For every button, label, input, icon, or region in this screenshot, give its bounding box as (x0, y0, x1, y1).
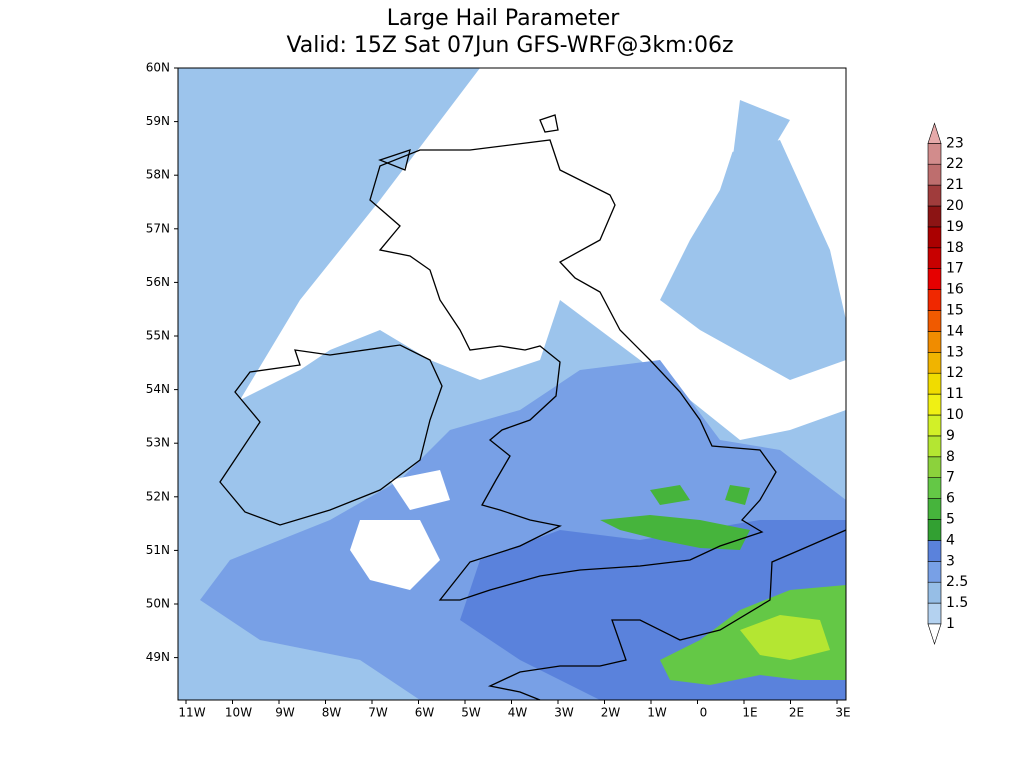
colorbar-swatch (927, 184, 942, 207)
lon-label: 3E (835, 706, 850, 720)
colorbar-swatch (927, 163, 942, 186)
colorbar-label: 13 (946, 344, 964, 360)
colorbar-label: 22 (946, 156, 964, 172)
lon-label: 11W (178, 706, 205, 720)
colorbar-swatch (927, 456, 942, 478)
coastlines (219, 114, 847, 701)
colorbar-label: 7 (946, 470, 955, 486)
colorbar-label: 23 (946, 135, 964, 151)
colorbar-swatch (927, 393, 942, 416)
lon-label: 2E (789, 706, 804, 720)
lon-label: 5W (461, 706, 481, 720)
lon-label: 6W (415, 706, 435, 720)
colorbar-label: 2.5 (946, 574, 968, 590)
colorbar-label: 6 (946, 491, 955, 507)
lat-label: 50N (146, 597, 170, 611)
lat-label: 60N (146, 61, 170, 75)
colorbar-label: 1 (946, 616, 955, 632)
colorbar-label: 18 (946, 240, 964, 256)
lat-label: 58N (146, 168, 170, 182)
lat-label: 54N (146, 382, 170, 396)
colorbar-label: 8 (946, 449, 955, 465)
field-8 (740, 615, 830, 660)
colorbar-label: 17 (946, 261, 964, 277)
lon-label: 1E (742, 706, 757, 720)
colorbar-over (927, 122, 942, 144)
colorbar-label: 21 (946, 177, 964, 193)
lon-label: 7W (368, 706, 388, 720)
colorbar-label: 14 (946, 323, 964, 339)
lat-label: 51N (146, 543, 170, 557)
lat-label: 53N (146, 436, 170, 450)
colorbar-label: 4 (946, 532, 955, 548)
field-1 (730, 100, 790, 180)
colorbar-swatch (927, 519, 942, 541)
colorbar-label: 1.5 (946, 595, 968, 611)
colorbar-swatch (927, 560, 942, 583)
lat-label: 57N (146, 221, 170, 235)
colorbar-label: 5 (946, 512, 955, 528)
colorbar-label: 9 (946, 428, 955, 444)
field-low (178, 68, 846, 320)
colorbar-label: 3 (946, 553, 955, 569)
field-4 (600, 515, 750, 550)
ticks: 60N 59N 58N 57N 56N 55N 54N 53N 52N 51N 50N 49N 11W 1… (146, 61, 851, 720)
subtitle: Valid: 15Z Sat 07Jun GFS-WRF@3km:06z (286, 33, 733, 58)
colorbar-under (927, 623, 942, 645)
lat-label: 55N (146, 329, 170, 343)
lon-label: 10W (225, 706, 252, 720)
lat-label: 56N (146, 275, 170, 289)
lon-label: 0 (700, 706, 708, 720)
colorbar-label: 19 (946, 219, 964, 235)
coastline-ireland (219, 344, 443, 526)
colorbar-swatch (927, 540, 942, 562)
colorbar-label: 12 (946, 365, 964, 381)
colorbar-swatch (927, 247, 942, 270)
field-4 (650, 485, 750, 505)
colorbar-swatch (927, 477, 942, 499)
title: Large Hail Parameter (387, 6, 621, 31)
colorbar-swatch (927, 226, 942, 249)
lon-label: 4W (508, 706, 528, 720)
colorbar: 1 1.5 2.5 3 4 5 6 7 8 9 10 11 12 13 14 15 16 17 18 19 20 21 22… (927, 122, 968, 645)
colorbar-label: 11 (946, 386, 964, 402)
colorbar-swatch (927, 205, 942, 228)
lon-label: 9W (275, 706, 295, 720)
coastline-gb (369, 139, 777, 601)
colorbar-swatch (927, 372, 942, 395)
colorbar-label: 20 (946, 198, 964, 214)
field-low (240, 68, 846, 440)
lat-label: 59N (146, 114, 170, 128)
lon-label: 8W (322, 706, 342, 720)
lon-label: 2W (601, 706, 621, 720)
colorbar-swatch (927, 331, 942, 353)
colorbar-swatch (927, 498, 942, 520)
colorbar-swatch (927, 414, 942, 437)
lon-label: 1W (647, 706, 667, 720)
colorbar-swatch (927, 143, 942, 165)
colorbar-swatch (927, 581, 942, 604)
map-field (178, 68, 846, 700)
colorbar-swatch (927, 289, 942, 311)
colorbar-swatch (927, 310, 942, 332)
colorbar-label: 16 (946, 282, 964, 298)
colorbar-swatch (927, 435, 942, 458)
colorbar-swatch (927, 351, 942, 374)
field-low (350, 470, 450, 590)
coastline-islands (378, 114, 559, 171)
colorbar-swatch (927, 268, 942, 290)
colorbar-label: 10 (946, 407, 964, 423)
lat-label: 52N (146, 489, 170, 503)
coastline-france (487, 529, 847, 701)
colorbar-label: 15 (946, 303, 964, 319)
lat-label: 49N (146, 650, 170, 664)
colorbar-swatch (927, 602, 942, 625)
lon-label: 3W (554, 706, 574, 720)
